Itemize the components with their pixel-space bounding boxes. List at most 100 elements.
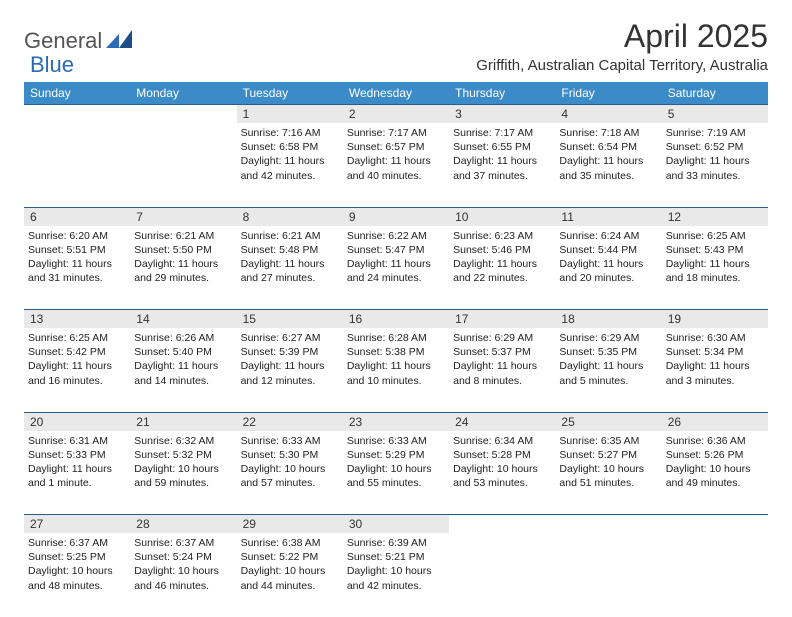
day-content-cell: Sunrise: 7:16 AMSunset: 6:58 PMDaylight:… (237, 123, 343, 207)
weekday-header-row: Sunday Monday Tuesday Wednesday Thursday… (24, 82, 768, 105)
day-number-cell: 14 (130, 310, 236, 329)
day-details: Sunrise: 6:23 AMSunset: 5:46 PMDaylight:… (453, 229, 551, 286)
day-content-cell (555, 533, 661, 617)
weekday-header: Saturday (662, 82, 768, 105)
day-content-cell: Sunrise: 7:19 AMSunset: 6:52 PMDaylight:… (662, 123, 768, 207)
header: General April 2025 Griffith, Australian … (24, 18, 768, 74)
day-number-cell: 10 (449, 207, 555, 226)
day-details: Sunrise: 6:38 AMSunset: 5:22 PMDaylight:… (241, 536, 339, 593)
day-details: Sunrise: 6:27 AMSunset: 5:39 PMDaylight:… (241, 331, 339, 388)
day-number-cell (130, 105, 236, 124)
logo: General (24, 18, 134, 54)
day-number-cell: 7 (130, 207, 236, 226)
day-number-cell: 29 (237, 515, 343, 534)
day-details: Sunrise: 6:33 AMSunset: 5:29 PMDaylight:… (347, 434, 445, 491)
day-details: Sunrise: 6:25 AMSunset: 5:42 PMDaylight:… (28, 331, 126, 388)
day-details: Sunrise: 6:21 AMSunset: 5:48 PMDaylight:… (241, 229, 339, 286)
day-number-cell: 3 (449, 105, 555, 124)
day-content-cell: Sunrise: 6:39 AMSunset: 5:21 PMDaylight:… (343, 533, 449, 617)
day-details: Sunrise: 6:36 AMSunset: 5:26 PMDaylight:… (666, 434, 764, 491)
day-content-cell: Sunrise: 6:22 AMSunset: 5:47 PMDaylight:… (343, 226, 449, 310)
daynum-row: 13141516171819 (24, 310, 768, 329)
day-content-cell: Sunrise: 7:17 AMSunset: 6:55 PMDaylight:… (449, 123, 555, 207)
day-details: Sunrise: 6:37 AMSunset: 5:25 PMDaylight:… (28, 536, 126, 593)
weekday-header: Tuesday (237, 82, 343, 105)
day-details: Sunrise: 7:16 AMSunset: 6:58 PMDaylight:… (241, 126, 339, 183)
daynum-row: 27282930 (24, 515, 768, 534)
day-number-cell: 5 (662, 105, 768, 124)
day-number-cell: 30 (343, 515, 449, 534)
day-details: Sunrise: 6:22 AMSunset: 5:47 PMDaylight:… (347, 229, 445, 286)
day-details: Sunrise: 6:21 AMSunset: 5:50 PMDaylight:… (134, 229, 232, 286)
day-details: Sunrise: 7:19 AMSunset: 6:52 PMDaylight:… (666, 126, 764, 183)
day-details: Sunrise: 6:31 AMSunset: 5:33 PMDaylight:… (28, 434, 126, 491)
day-content-cell: Sunrise: 6:37 AMSunset: 5:25 PMDaylight:… (24, 533, 130, 617)
day-content-cell: Sunrise: 6:33 AMSunset: 5:29 PMDaylight:… (343, 431, 449, 515)
day-number-cell: 16 (343, 310, 449, 329)
daynum-row: 20212223242526 (24, 412, 768, 431)
day-number-cell: 18 (555, 310, 661, 329)
day-details: Sunrise: 6:29 AMSunset: 5:37 PMDaylight:… (453, 331, 551, 388)
day-details: Sunrise: 6:25 AMSunset: 5:43 PMDaylight:… (666, 229, 764, 286)
day-number-cell: 8 (237, 207, 343, 226)
day-content-cell (130, 123, 236, 207)
day-details: Sunrise: 6:34 AMSunset: 5:28 PMDaylight:… (453, 434, 551, 491)
day-number-cell: 13 (24, 310, 130, 329)
weekday-header: Sunday (24, 82, 130, 105)
day-number-cell: 22 (237, 412, 343, 431)
day-content-cell: Sunrise: 6:20 AMSunset: 5:51 PMDaylight:… (24, 226, 130, 310)
day-details: Sunrise: 7:17 AMSunset: 6:57 PMDaylight:… (347, 126, 445, 183)
title-block: April 2025 Griffith, Australian Capital … (476, 18, 768, 74)
day-details: Sunrise: 6:32 AMSunset: 5:32 PMDaylight:… (134, 434, 232, 491)
day-details: Sunrise: 6:39 AMSunset: 5:21 PMDaylight:… (347, 536, 445, 593)
day-details: Sunrise: 7:18 AMSunset: 6:54 PMDaylight:… (559, 126, 657, 183)
day-number-cell: 2 (343, 105, 449, 124)
logo-text-general: General (24, 28, 102, 54)
day-content-cell: Sunrise: 6:26 AMSunset: 5:40 PMDaylight:… (130, 328, 236, 412)
day-content-cell (449, 533, 555, 617)
day-details: Sunrise: 6:29 AMSunset: 5:35 PMDaylight:… (559, 331, 657, 388)
day-content-cell: Sunrise: 6:23 AMSunset: 5:46 PMDaylight:… (449, 226, 555, 310)
day-number-cell: 12 (662, 207, 768, 226)
day-content-cell: Sunrise: 7:17 AMSunset: 6:57 PMDaylight:… (343, 123, 449, 207)
day-content-cell: Sunrise: 6:28 AMSunset: 5:38 PMDaylight:… (343, 328, 449, 412)
content-row: Sunrise: 6:25 AMSunset: 5:42 PMDaylight:… (24, 328, 768, 412)
day-number-cell: 9 (343, 207, 449, 226)
day-content-cell: Sunrise: 6:38 AMSunset: 5:22 PMDaylight:… (237, 533, 343, 617)
calendar-table: Sunday Monday Tuesday Wednesday Thursday… (24, 82, 768, 617)
day-content-cell: Sunrise: 6:29 AMSunset: 5:37 PMDaylight:… (449, 328, 555, 412)
day-number-cell: 6 (24, 207, 130, 226)
day-details: Sunrise: 6:20 AMSunset: 5:51 PMDaylight:… (28, 229, 126, 286)
content-row: Sunrise: 6:31 AMSunset: 5:33 PMDaylight:… (24, 431, 768, 515)
day-content-cell: Sunrise: 6:34 AMSunset: 5:28 PMDaylight:… (449, 431, 555, 515)
weekday-header: Wednesday (343, 82, 449, 105)
day-content-cell: Sunrise: 6:25 AMSunset: 5:43 PMDaylight:… (662, 226, 768, 310)
day-number-cell: 20 (24, 412, 130, 431)
day-number-cell: 17 (449, 310, 555, 329)
day-number-cell: 21 (130, 412, 236, 431)
calendar-body: 12 345 Sunrise: 7:16 AMSunset: 6:58 PMDayl… (24, 105, 768, 617)
day-number-cell: 24 (449, 412, 555, 431)
day-details: Sunrise: 6:28 AMSunset: 5:38 PMDaylight:… (347, 331, 445, 388)
day-number-cell: 4 (555, 105, 661, 124)
day-number-cell: 27 (24, 515, 130, 534)
day-number-cell (24, 105, 130, 124)
day-number-cell: 23 (343, 412, 449, 431)
day-content-cell: Sunrise: 7:18 AMSunset: 6:54 PMDaylight:… (555, 123, 661, 207)
day-details: Sunrise: 6:37 AMSunset: 5:24 PMDaylight:… (134, 536, 232, 593)
weekday-header: Thursday (449, 82, 555, 105)
day-number-cell: 19 (662, 310, 768, 329)
location-label: Griffith, Australian Capital Territory, … (476, 57, 768, 74)
content-row: Sunrise: 6:20 AMSunset: 5:51 PMDaylight:… (24, 226, 768, 310)
day-number-cell: 28 (130, 515, 236, 534)
day-details: Sunrise: 6:33 AMSunset: 5:30 PMDaylight:… (241, 434, 339, 491)
day-content-cell: Sunrise: 6:35 AMSunset: 5:27 PMDaylight:… (555, 431, 661, 515)
content-row: Sunrise: 6:37 AMSunset: 5:25 PMDaylight:… (24, 533, 768, 617)
day-content-cell: Sunrise: 6:33 AMSunset: 5:30 PMDaylight:… (237, 431, 343, 515)
day-content-cell: Sunrise: 6:21 AMSunset: 5:50 PMDaylight:… (130, 226, 236, 310)
day-content-cell: Sunrise: 6:32 AMSunset: 5:32 PMDaylight:… (130, 431, 236, 515)
day-number-cell: 11 (555, 207, 661, 226)
day-content-cell (662, 533, 768, 617)
day-content-cell: Sunrise: 6:37 AMSunset: 5:24 PMDaylight:… (130, 533, 236, 617)
month-title: April 2025 (476, 18, 768, 55)
